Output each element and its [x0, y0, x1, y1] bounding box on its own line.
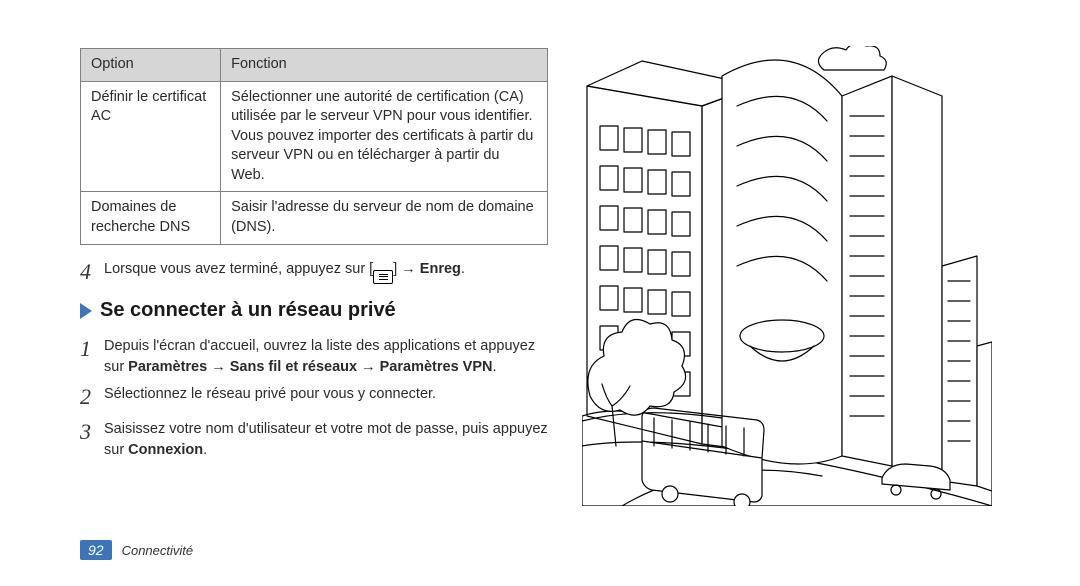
step-body: Saisissez votre nom d'utilisateur et vot…: [104, 419, 548, 461]
step-body: Lorsque vous avez terminé, appuyez sur […: [104, 259, 548, 284]
city-illustration: [582, 46, 992, 506]
menu-key-icon: [373, 270, 393, 284]
cell-fonction: Saisir l'adresse du serveur de nom de do…: [221, 192, 548, 244]
table-header-fonction: Fonction: [221, 49, 548, 82]
page-number: 92: [80, 540, 112, 560]
cell-fonction: Sélectionner une autorité de certificati…: [221, 81, 548, 192]
step-number: 2: [80, 381, 104, 413]
step-4: 4 Lorsque vous avez terminé, appuyez sur…: [80, 259, 548, 288]
section-title: Se connecter à un réseau privé: [80, 299, 548, 322]
step-body: Depuis l'écran d'accueil, ouvrez la list…: [104, 336, 548, 378]
table-row: Définir le certificat AC Sélectionner un…: [81, 81, 548, 192]
chevron-icon: [80, 303, 92, 319]
table-header-option: Option: [81, 49, 221, 82]
options-table: Option Fonction Définir le certificat AC…: [80, 48, 548, 245]
step-1: 1 Depuis l'écran d'accueil, ouvrez la li…: [80, 336, 548, 378]
step-2: 2 Sélectionnez le réseau privé pour vous…: [80, 384, 548, 413]
step-body: Sélectionnez le réseau privé pour vous y…: [104, 384, 548, 405]
cell-option: Définir le certificat AC: [81, 81, 221, 192]
step-number: 1: [80, 333, 104, 365]
step-3: 3 Saisissez votre nom d'utilisateur et v…: [80, 419, 548, 461]
section-heading: Se connecter à un réseau privé: [100, 299, 396, 322]
cell-option: Domaines de recherche DNS: [81, 192, 221, 244]
page-footer: 92 Connectivité: [80, 540, 193, 560]
step-number: 3: [80, 416, 104, 448]
step-number: 4: [80, 256, 104, 288]
footer-label: Connectivité: [122, 543, 194, 558]
table-row: Domaines de recherche DNS Saisir l'adres…: [81, 192, 548, 244]
